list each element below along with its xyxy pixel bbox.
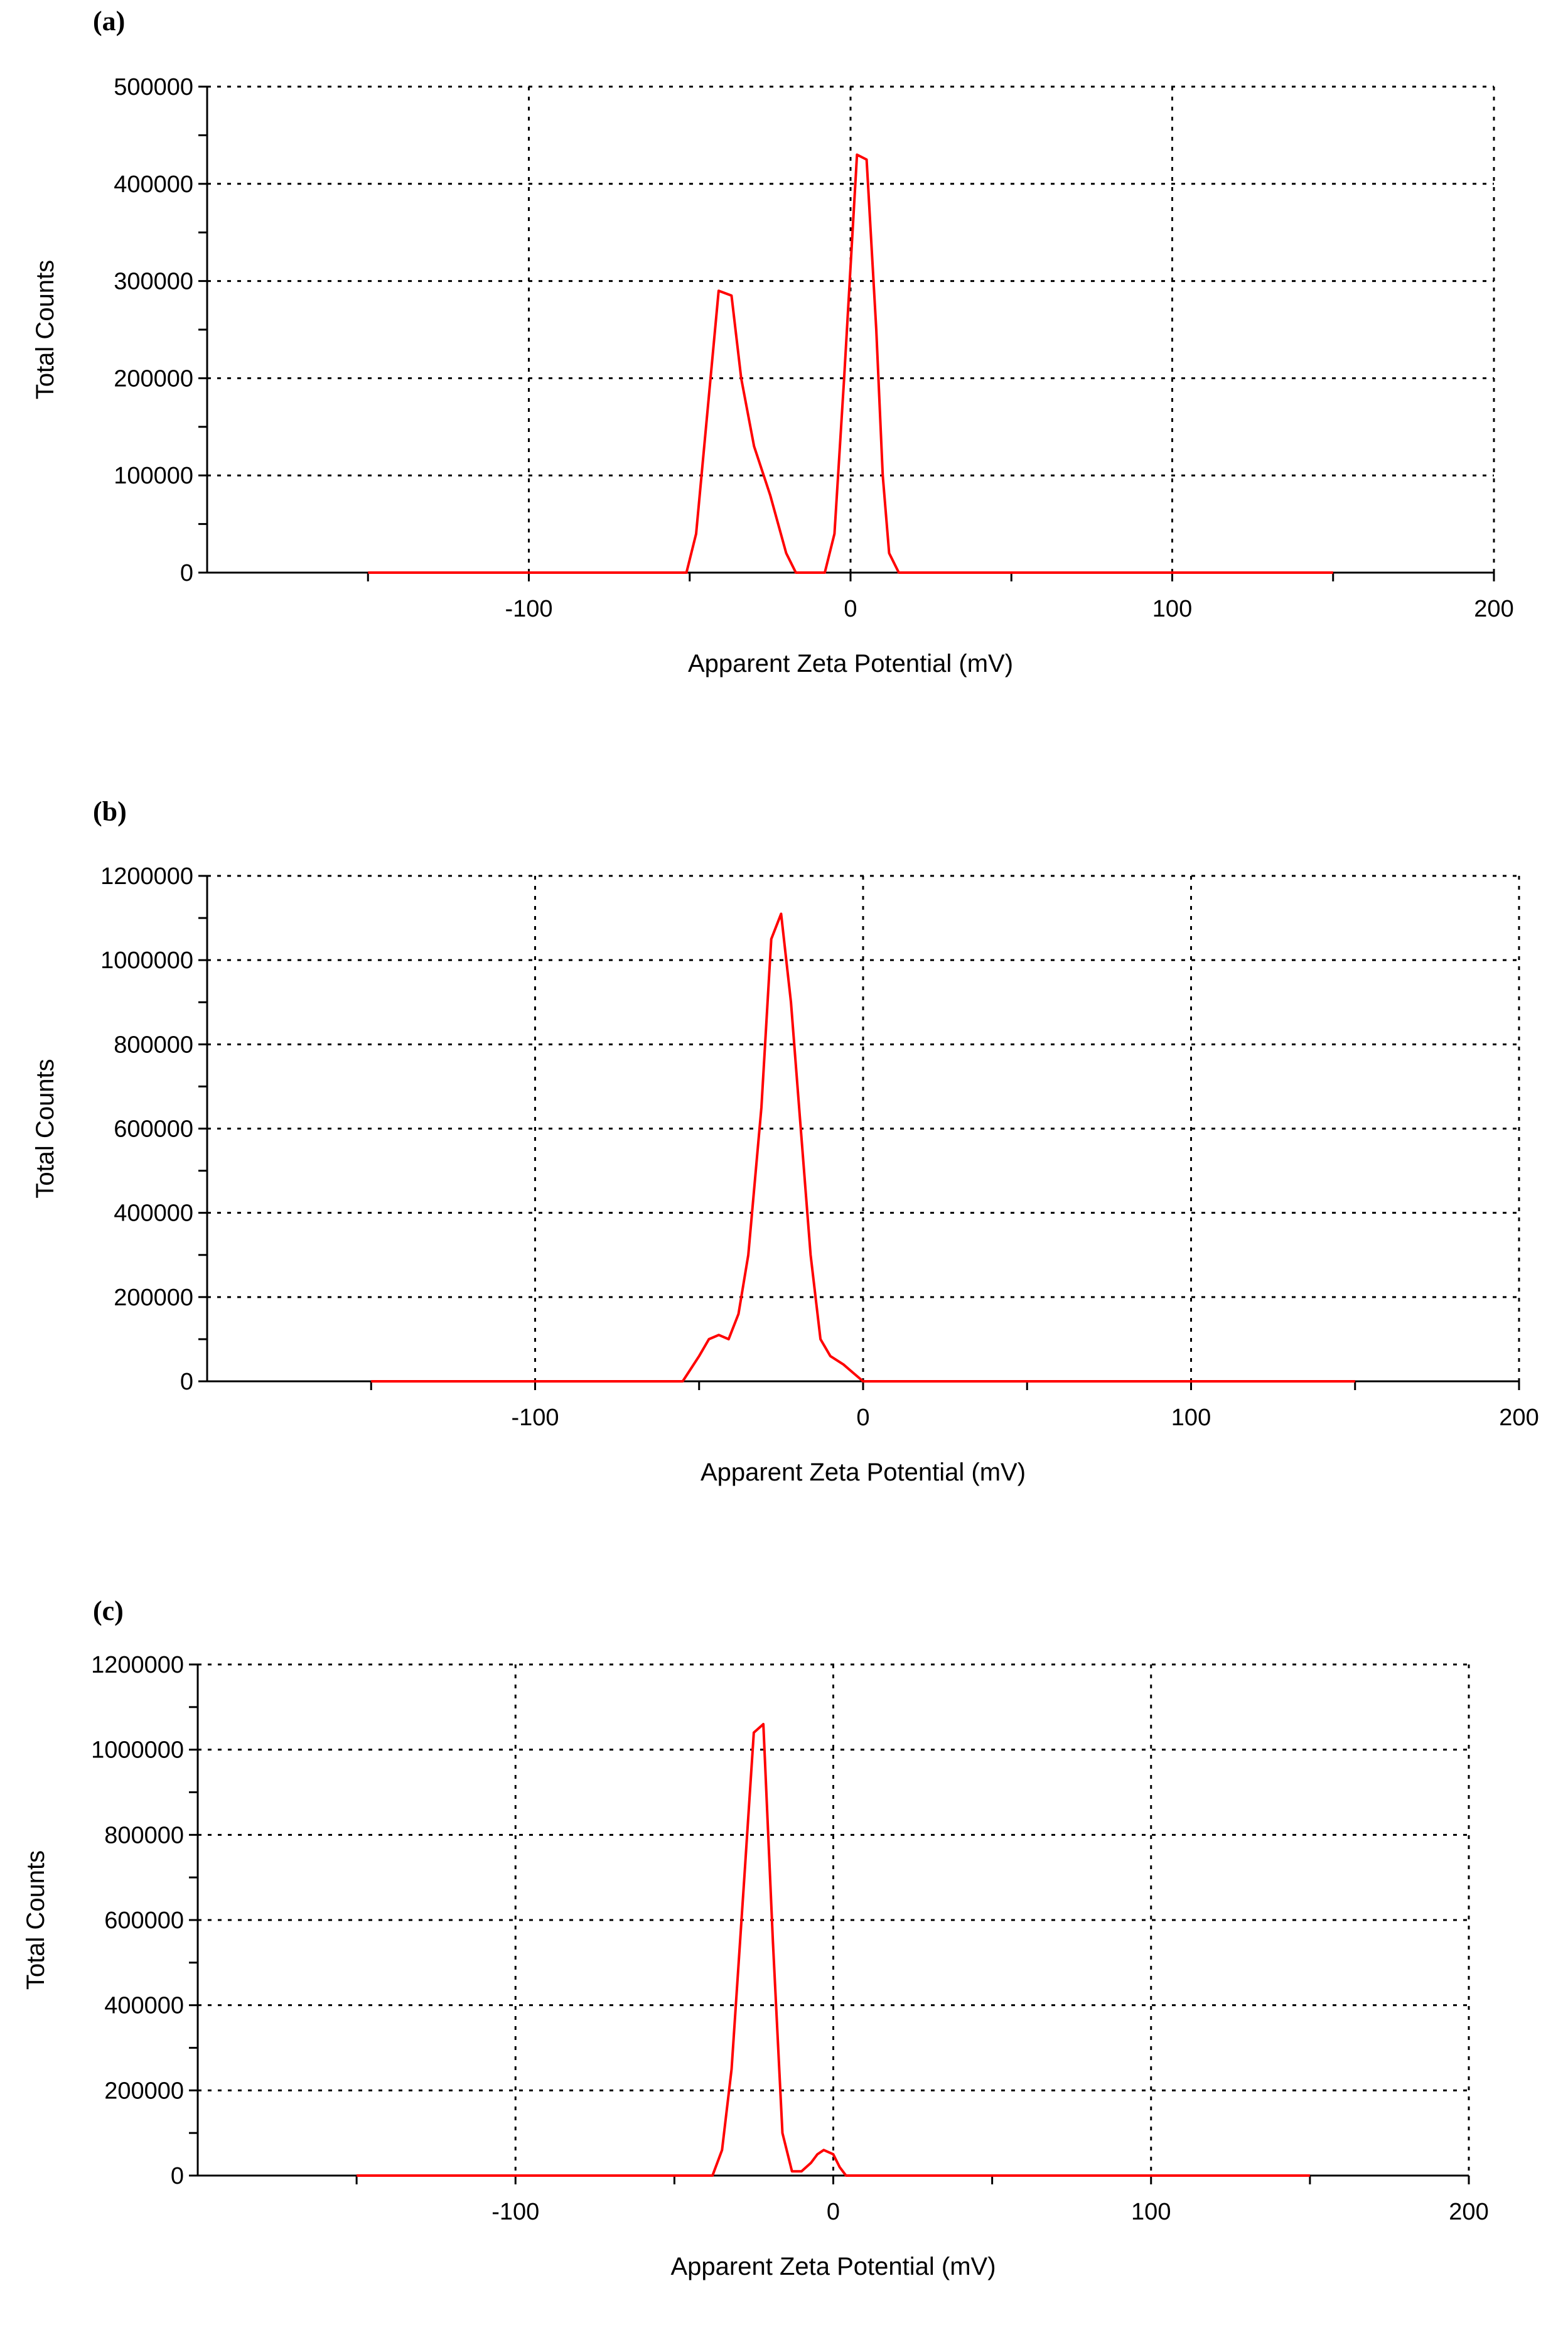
y-tick-label: 600000	[114, 1116, 193, 1143]
x-tick-label: 0	[856, 1405, 869, 1431]
panel-label-c: (c)	[93, 1595, 124, 1626]
series-line	[368, 153, 1333, 574]
y-tick-label: 600000	[104, 1907, 184, 1934]
y-axis-title: Total Counts	[31, 260, 59, 399]
x-tick-label: 200	[1499, 1405, 1538, 1431]
y-tick-label: 100000	[114, 463, 193, 489]
y-tick-label: 400000	[114, 1200, 193, 1227]
x-tick-label: 0	[844, 596, 857, 622]
panel-label-b: (b)	[93, 796, 127, 827]
series-line	[371, 912, 1355, 1383]
x-tick-label: 100	[1171, 1405, 1211, 1431]
x-tick-label: -100	[491, 2199, 539, 2225]
y-tick-label: 1200000	[100, 863, 193, 890]
x-tick-label: 100	[1131, 2199, 1171, 2225]
panel-c: (c) 0 200000 400000 600000 800000 1000000 1200…	[0, 1557, 1568, 2325]
y-tick-label: 800000	[114, 1032, 193, 1058]
y-tick-label: 400000	[104, 1993, 184, 2019]
x-axis-title: Apparent Zeta Potential (mV)	[701, 1459, 1026, 1486]
y-tick-label: 1200000	[91, 1652, 184, 1678]
y-tick-label: 300000	[114, 269, 193, 295]
x-tick-label: -100	[505, 596, 552, 622]
x-tick-label: -100	[511, 1405, 559, 1431]
chart-a: 0 100000 200000 300000 400000 500000 -100 0 100 2…	[31, 74, 1514, 677]
chart-b: 0 200000 400000 600000 800000 1000000 1200000 -…	[31, 863, 1539, 1486]
panel-a: (a) 0 100000 200000 300000 400000 500000 -100 0…	[0, 0, 1568, 741]
y-tick-label: 0	[180, 560, 193, 586]
y-axis-title: Total Counts	[22, 1850, 50, 1990]
y-tick-label: 200000	[104, 2078, 184, 2104]
y-tick-label: 500000	[114, 74, 193, 100]
x-tick-label: 100	[1152, 596, 1192, 622]
x-tick-label: 0	[827, 2199, 840, 2225]
y-tick-label: 0	[171, 2163, 184, 2189]
y-tick-label: 0	[180, 1369, 193, 1395]
y-tick-label: 200000	[114, 365, 193, 392]
y-tick-label: 400000	[114, 171, 193, 198]
panel-label-a: (a)	[93, 6, 126, 36]
x-tick-label: 200	[1474, 596, 1513, 622]
y-tick-label: 1000000	[91, 1737, 184, 1764]
y-tick-label: 1000000	[100, 947, 193, 974]
series-line	[357, 1723, 1310, 2177]
y-tick-label: 800000	[104, 1822, 184, 1848]
y-tick-label: 200000	[114, 1285, 193, 1311]
x-tick-label: 200	[1449, 2199, 1488, 2225]
x-axis-title: Apparent Zeta Potential (mV)	[688, 650, 1013, 677]
chart-c: 0 200000 400000 600000 800000 1000000 1200000 -…	[22, 1652, 1489, 2280]
x-axis-title: Apparent Zeta Potential (mV)	[670, 2253, 996, 2280]
panel-b: (b) 0 200000 400000 600000 800000 1000000 1200…	[0, 775, 1568, 1504]
y-axis-title: Total Counts	[31, 1059, 59, 1198]
